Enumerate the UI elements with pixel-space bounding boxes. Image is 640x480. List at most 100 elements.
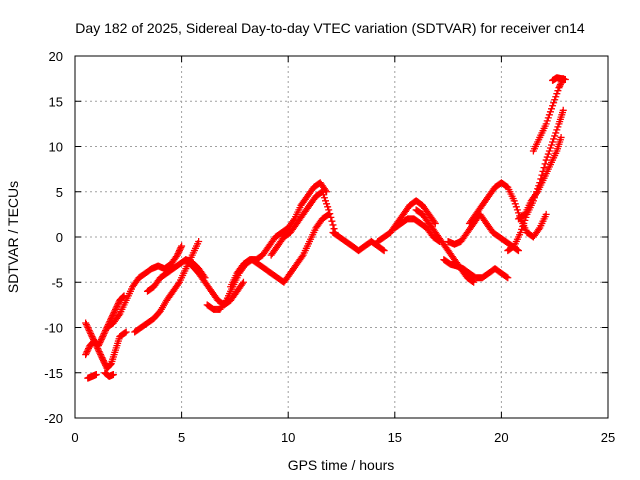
data-point [97, 351, 105, 359]
data-point [552, 129, 560, 137]
data-points [82, 74, 569, 382]
data-point [514, 209, 522, 217]
data-point [548, 141, 556, 149]
data-point [518, 225, 526, 233]
data-point [82, 320, 90, 328]
data-point [561, 76, 569, 84]
data-point [551, 132, 559, 140]
data-point [546, 108, 554, 116]
data-point [95, 348, 103, 356]
data-point [83, 348, 91, 356]
y-tick-label: 15 [49, 94, 63, 109]
data-point [550, 135, 558, 143]
data-point [99, 355, 107, 363]
data-point [514, 247, 522, 255]
data-point [544, 150, 552, 158]
data-point [555, 84, 563, 92]
data-point [513, 246, 521, 254]
data-point [553, 126, 561, 134]
data-point [543, 153, 551, 161]
data-point [380, 247, 388, 255]
data-point [545, 147, 553, 155]
data-point [93, 343, 101, 351]
data-point [173, 251, 181, 259]
series-arc17 [444, 210, 522, 255]
series-arc4 [101, 369, 117, 380]
data-point [533, 189, 541, 197]
data-point [82, 349, 90, 357]
data-point [543, 117, 551, 125]
data-point [115, 311, 123, 319]
data-point [431, 219, 439, 227]
data-point [113, 302, 121, 310]
data-point [177, 244, 185, 252]
data-point [238, 280, 246, 288]
data-point [298, 253, 306, 261]
y-tick-label: 5 [56, 185, 63, 200]
series-arc6 [131, 238, 203, 336]
data-point [109, 310, 117, 318]
y-axis-label: SDTVAR / TECUs [5, 181, 21, 293]
data-point [88, 333, 96, 341]
data-point [469, 277, 477, 285]
series-arc16 [440, 256, 512, 282]
y-tick-label: 20 [49, 49, 63, 64]
data-point [326, 210, 334, 218]
data-point [178, 242, 186, 250]
data-point [511, 200, 519, 208]
data-point [99, 333, 107, 341]
data-point [109, 311, 117, 319]
data-point [322, 197, 330, 205]
data-point [83, 322, 91, 330]
data-point [119, 293, 127, 301]
data-point [504, 274, 512, 282]
data-point [112, 305, 120, 313]
data-point [554, 87, 562, 95]
data-point [542, 156, 550, 164]
series-arc12 [329, 228, 388, 255]
data-point [517, 228, 525, 236]
data-point [521, 216, 529, 224]
data-point [82, 319, 90, 327]
data-point [545, 111, 553, 119]
data-point [552, 93, 560, 101]
data-point [119, 293, 127, 301]
data-point [551, 96, 559, 104]
data-point [175, 247, 183, 255]
data-point [327, 213, 335, 221]
data-point [546, 144, 554, 152]
chart-title: Day 182 of 2025, Sidereal Day-to-day VTE… [75, 20, 585, 36]
data-point [101, 360, 109, 368]
data-point [82, 351, 90, 359]
data-point [379, 246, 387, 254]
data-point [174, 250, 182, 258]
series-arc20 [514, 133, 565, 223]
x-axis-label: GPS time / hours [288, 457, 395, 473]
data-point [107, 360, 115, 368]
data-point [98, 334, 106, 342]
data-point [544, 114, 552, 122]
data-point [557, 133, 565, 141]
data-point [98, 354, 106, 362]
data-point [85, 327, 93, 335]
data-point [325, 206, 333, 214]
y-tick-label: -5 [51, 275, 63, 290]
x-tick-label: 20 [494, 430, 508, 445]
data-point [554, 123, 562, 131]
data-point [94, 345, 102, 353]
data-point [513, 206, 521, 214]
data-point [102, 327, 110, 335]
data-point [122, 328, 130, 336]
data-point [322, 186, 330, 194]
data-point [100, 358, 108, 366]
data-point [174, 280, 182, 288]
x-tick-label: 0 [71, 430, 78, 445]
data-point [92, 342, 100, 350]
data-point [109, 371, 117, 379]
data-point [535, 225, 543, 233]
data-point [556, 81, 564, 89]
data-point [100, 330, 108, 338]
data-point [175, 248, 183, 256]
data-point [548, 105, 556, 113]
